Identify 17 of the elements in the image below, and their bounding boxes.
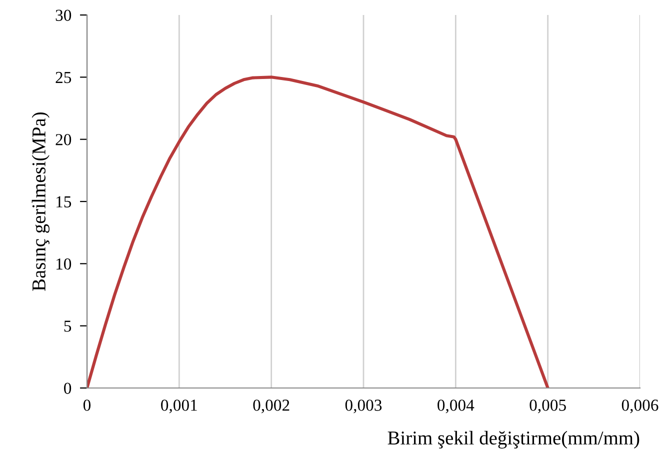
y-tick-label: 5 — [64, 320, 72, 332]
x-tick-label: 0,005 — [530, 400, 566, 414]
x-tick-label: 0,004 — [438, 400, 474, 414]
y-tick-label: 25 — [56, 72, 72, 84]
x-tick-label: 0 — [83, 400, 91, 411]
x-tick-label: 0,001 — [161, 400, 197, 414]
y-tick-label: 30 — [56, 10, 72, 21]
x-tick-label: 0,002 — [253, 400, 290, 414]
line-series — [87, 76, 550, 388]
y-tick-label: 20 — [56, 134, 72, 146]
y-axis-title: Basınç gerilmesi(MPa) — [32, 112, 50, 291]
y-tick-label: 15 — [56, 196, 72, 208]
y-tick-label: 0 — [64, 382, 72, 394]
y-tick-label: 10 — [56, 258, 72, 270]
x-tick-label: 0,003 — [345, 400, 382, 414]
x-tick-label: 0,006 — [622, 400, 658, 414]
x-axis-title: Birim şekil değiştirme(mm/mm) — [388, 430, 640, 449]
